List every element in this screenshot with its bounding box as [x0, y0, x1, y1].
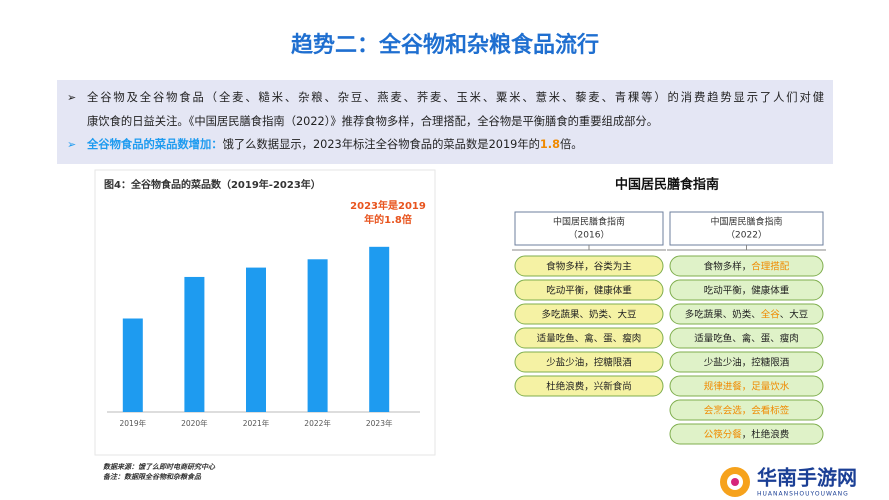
- bullet-segment: 饿了么数据显示，2023年标注全谷物食品的菜品数是2019年的: [223, 137, 540, 151]
- logo-sub: HUANANSHOUYOUWANG: [757, 491, 849, 498]
- x-tick-label: 2020年: [181, 418, 208, 428]
- guide-item-text: 吃动平衡，健康体重: [546, 284, 632, 296]
- guide-item-segment: 多吃蔬果、奶类、: [685, 308, 761, 320]
- guide-item-segment: 吃动平衡，健康体重: [704, 284, 790, 296]
- bullet-marker: ➢: [67, 91, 76, 104]
- x-tick-label: 2022年: [304, 418, 331, 428]
- bullet-segment: 倍。: [560, 137, 583, 151]
- guide-item-segment: 杜绝浪费，兴新食尚: [546, 380, 632, 392]
- logo-icon: [731, 478, 739, 486]
- guide-item-text: 适量吃鱼、禽、蛋、瘦肉: [694, 332, 799, 344]
- guide-item-text: 吃动平衡，健康体重: [704, 284, 790, 296]
- guide-item: [514, 303, 664, 325]
- guide-item-text: 适量吃鱼、禽、蛋、瘦肉: [537, 332, 642, 344]
- guide-item-text: 公筷分餐，杜绝浪费: [704, 428, 790, 440]
- guide-heading: 中国居民膳食指南: [553, 216, 625, 228]
- guide-item-text: 多吃蔬果、奶类、全谷、大豆: [685, 308, 809, 320]
- x-tick-label: 2021年: [243, 418, 270, 428]
- guide-item: [669, 327, 824, 349]
- bar: [122, 318, 143, 412]
- chart-note: 备注：数据限全谷物和杂粮食品: [103, 472, 202, 481]
- chart-note: 数据来源：饿了么即时电商研究中心: [103, 462, 216, 471]
- bar: [307, 259, 328, 412]
- guide-item: [514, 351, 664, 373]
- guide-item-segment: 规律进餐，足量饮水: [704, 380, 790, 392]
- guide-item: [669, 351, 824, 373]
- slide-title: 趋势二：全谷物和杂粮食品流行: [291, 32, 599, 58]
- guide-item-segment: 合理搭配: [751, 260, 790, 272]
- guide-item: [669, 399, 824, 421]
- guide-item: [514, 375, 664, 397]
- guide-item-text: 杜绝浪费，兴新食尚: [546, 380, 632, 392]
- guide-item-segment: ，杜绝浪费: [742, 428, 790, 440]
- guide-item: [514, 327, 664, 349]
- bullet-text: 康饮食的日益关注。《中国居民膳食指南（2022）》推荐食物多样，合理搭配，全谷物…: [87, 114, 658, 128]
- guide-item: [669, 375, 824, 397]
- bar: [246, 267, 266, 412]
- guide-connector: [512, 245, 666, 251]
- guide-item-segment: 少盐少油，控糖限酒: [704, 356, 790, 368]
- guide-item-segment: 食物多样，谷类为主: [546, 260, 632, 272]
- guide-item-segment: 适量吃鱼、禽、蛋、瘦肉: [694, 332, 799, 344]
- guide-item: [669, 423, 824, 445]
- bullet-segment: 1.8: [540, 138, 560, 151]
- guide-item: [514, 255, 664, 277]
- guide-heading: 中国居民膳食指南: [710, 216, 782, 228]
- guide-title: 中国居民膳食指南: [615, 177, 719, 193]
- guide-heading: （2016）: [569, 230, 610, 241]
- guide-item-text: 多吃蔬果、奶类、大豆: [541, 308, 636, 320]
- guide-item: [669, 279, 824, 301]
- bullet-marker: ➢: [67, 138, 76, 151]
- bar: [184, 276, 205, 412]
- bar: [369, 246, 390, 412]
- guide-heading-box: [669, 211, 824, 246]
- guide-heading-box: [514, 211, 664, 246]
- guide-connector: [667, 245, 826, 251]
- guide-item-segment: 食物多样，: [704, 260, 752, 272]
- x-tick-label: 2023年: [366, 418, 393, 428]
- guide-item-segment: 适量吃鱼、禽、蛋、瘦肉: [537, 332, 642, 344]
- guide-item-segment: 全谷: [761, 308, 781, 320]
- guide-item-segment: 吃动平衡，健康体重: [546, 284, 632, 296]
- guide-item: [514, 279, 664, 301]
- guide-item-segment: 多吃蔬果、奶类、大豆: [541, 308, 636, 320]
- chart-annotation: 2023年是2019: [350, 199, 426, 212]
- guide-item: [669, 303, 824, 325]
- guide-item-text: 食物多样，合理搭配: [704, 260, 790, 272]
- bullet-text: 全谷物及全谷物食品（全麦、糙米、杂粮、杂豆、燕麦、荞麦、玉米、粟米、薏米、藜麦、…: [87, 90, 824, 104]
- guide-item-text: 会烹会选，会看标签: [704, 404, 790, 416]
- guide-item-text: 规律进餐，足量饮水: [704, 380, 790, 392]
- chart-annotation: 年的1.8倍: [364, 213, 412, 226]
- guide-item-segment: 公筷分餐: [704, 428, 743, 440]
- guide-item-text: 少盐少油，控糖限酒: [704, 356, 790, 368]
- bullet-segment: 全谷物食品的菜品数增加：: [86, 137, 223, 151]
- guide-item-text: 少盐少油，控糖限酒: [546, 356, 632, 368]
- logo-name: 华南手游网: [757, 466, 857, 490]
- guide-item-segment: 少盐少油，控糖限酒: [546, 356, 632, 368]
- bullet-text: 全谷物食品的菜品数增加：饿了么数据显示，2023年标注全谷物食品的菜品数是201…: [86, 137, 583, 151]
- x-tick-label: 2019年: [120, 418, 147, 428]
- chart-title: 图4：全谷物食品的菜品数（2019年-2023年）: [104, 178, 321, 191]
- guide-item-segment: 会烹会选，会看标签: [704, 404, 790, 416]
- guide-item-text: 食物多样，谷类为主: [546, 260, 632, 272]
- bullet-box: [57, 80, 833, 164]
- guide-heading: （2022）: [726, 230, 767, 241]
- guide-item-segment: 、大豆: [780, 308, 809, 320]
- guide-item: [669, 255, 824, 277]
